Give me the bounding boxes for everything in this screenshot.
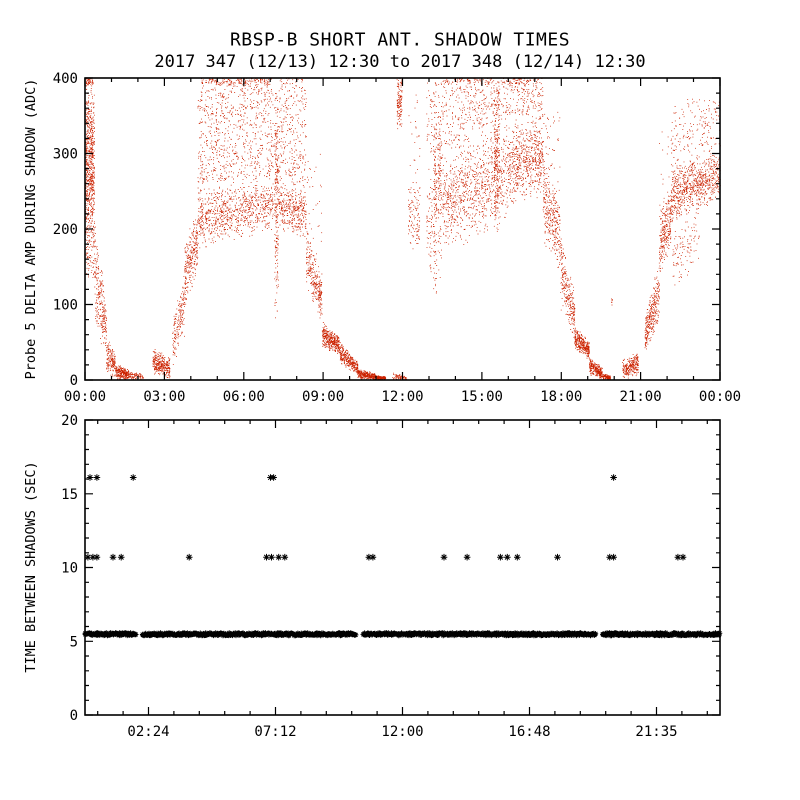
top-x-tick-label: 06:00	[223, 389, 265, 405]
bottom-x-tick-label: 02:24	[127, 724, 169, 740]
top-x-tick-label: 09:00	[302, 389, 344, 405]
top-plot-frame	[84, 77, 721, 381]
chart-title: RBSP-B SHORT ANT. SHADOW TIMES	[229, 29, 571, 51]
bottom-y-tick-label: 20	[61, 413, 78, 429]
top-x-tick-label: 15:00	[461, 389, 503, 405]
top-y-tick-label: 400	[53, 71, 78, 87]
top-axis-ticks	[84, 77, 721, 381]
bottom-y-tick-label: 5	[70, 634, 78, 650]
top-y-tick-label: 100	[53, 298, 78, 314]
bottom-x-tick-label: 16:48	[508, 724, 550, 740]
top-y-axis-label: Probe 5 DELTA AMP DURING SHADOW (ADC)	[23, 78, 39, 380]
bottom-x-tick-label: 12:00	[381, 724, 423, 740]
top-x-tick-label: 18:00	[540, 389, 582, 405]
bottom-y-tick-label: 0	[70, 708, 78, 724]
top-x-tick-label: 00:00	[699, 389, 741, 405]
top-x-tick-label: 12:00	[381, 389, 423, 405]
top-scatter-points	[85, 77, 721, 381]
bottom-y-tick-label: 10	[61, 561, 78, 577]
bottom-x-tick-label: 07:12	[254, 724, 296, 740]
top-x-tick-label: 03:00	[143, 389, 185, 405]
top-y-tick-label: 0	[70, 373, 78, 389]
chart-subtitle: 2017 347 (12/13) 12:30 to 2017 348 (12/1…	[154, 52, 646, 72]
bottom-plot-frame	[84, 419, 721, 716]
top-y-tick-label: 300	[53, 147, 78, 163]
top-y-tick-label: 200	[53, 222, 78, 238]
bottom-x-tick-label: 21:35	[635, 724, 677, 740]
bottom-scatter-points	[82, 474, 723, 639]
bottom-axis-ticks	[85, 419, 720, 716]
bottom-y-tick-label: 15	[61, 487, 78, 503]
top-x-tick-label: 21:00	[620, 389, 662, 405]
bottom-y-axis-label: TIME BETWEEN SHADOWS (SEC)	[23, 461, 39, 673]
top-x-tick-label: 00:00	[64, 389, 106, 405]
